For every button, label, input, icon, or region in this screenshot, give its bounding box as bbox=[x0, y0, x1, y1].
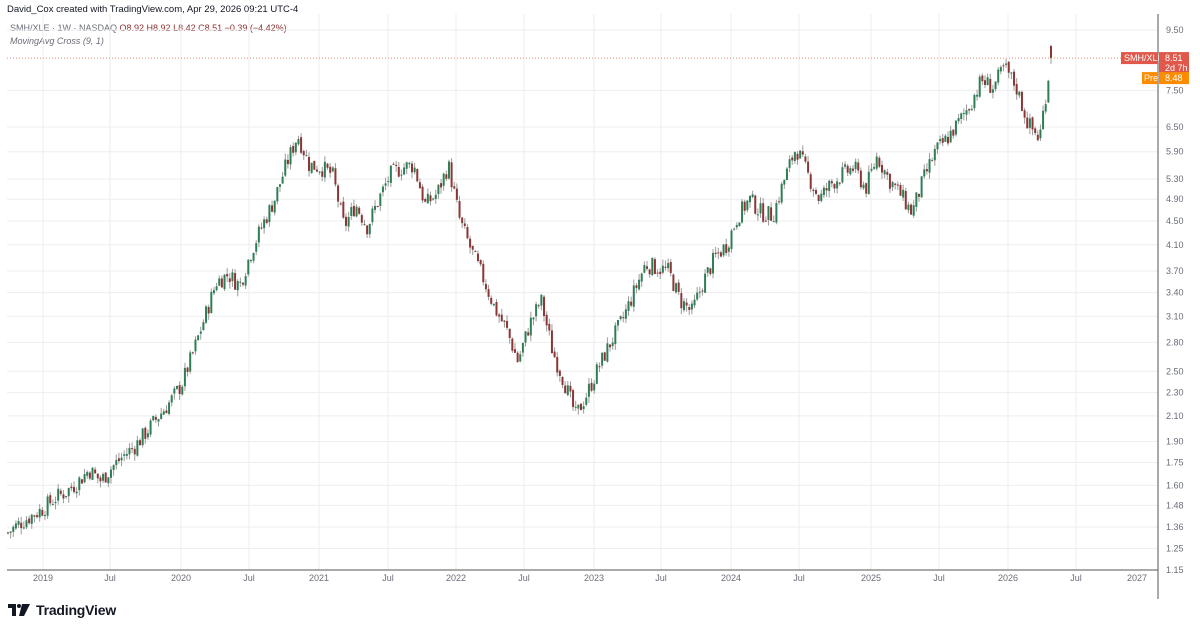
time-tick-label: 2020 bbox=[171, 573, 191, 583]
price-tick-label: 3.40 bbox=[1166, 288, 1184, 298]
price-tick-label: 5.90 bbox=[1166, 147, 1184, 157]
price-tick-label: 5.30 bbox=[1166, 174, 1184, 184]
symbol-tag bbox=[1121, 52, 1158, 65]
price-tick-label: 1.25 bbox=[1166, 544, 1184, 554]
time-tick-label: 2027 bbox=[1127, 573, 1147, 583]
time-axis[interactable]: 2019 Jul 2020 Jul 2021 Jul 2022 Jul 2023 Jul 2024 J… bbox=[33, 573, 1147, 583]
tradingview-brand: TradingView bbox=[36, 602, 117, 618]
price-tick-label: 4.10 bbox=[1166, 240, 1184, 250]
symbol-legend[interactable]: SMH/XLE · 1W · NASDAQ O8.92 H8.92 L8.42 … bbox=[10, 22, 287, 35]
price-tick-label: 1.75 bbox=[1166, 458, 1184, 468]
price-tick-label: 1.48 bbox=[1166, 500, 1184, 510]
time-tick-label: Jul bbox=[793, 573, 805, 583]
candlestick-series bbox=[7, 44, 1052, 539]
price-tick-label: 4.90 bbox=[1166, 194, 1184, 204]
price-tick-label: 1.15 bbox=[1166, 565, 1184, 575]
time-tick-label: 2025 bbox=[861, 573, 881, 583]
price-tick-label: 7.50 bbox=[1166, 85, 1184, 95]
price-tick-label: 1.90 bbox=[1166, 436, 1184, 446]
chart-legend: SMH/XLE · 1W · NASDAQ O8.92 H8.92 L8.42 … bbox=[10, 22, 287, 48]
time-tick-label: Jul bbox=[518, 573, 530, 583]
time-tick-label: Jul bbox=[243, 573, 255, 583]
time-tick-label: 2019 bbox=[33, 573, 53, 583]
price-tick-label: 2.50 bbox=[1166, 366, 1184, 376]
price-tick-label: 1.60 bbox=[1166, 480, 1184, 490]
time-tick-label: Jul bbox=[1070, 573, 1082, 583]
svg-text:SMH/XLE: SMH/XLE bbox=[1124, 53, 1164, 63]
price-chart[interactable]: 9.50 7.50 6.50 5.90 5.30 4.90 4.50 4.10 3.70 3.40… bbox=[0, 14, 1200, 599]
price-tick-label: 3.70 bbox=[1166, 266, 1184, 276]
symbol-line: SMH/XLE · 1W · NASDAQ bbox=[10, 23, 118, 33]
premarket-price-tag bbox=[1159, 72, 1189, 85]
ohlc-values: O8.92 H8.92 L8.42 C8.51 −0.39 (−4.42%) bbox=[119, 23, 287, 33]
time-tick-label: Jul bbox=[382, 573, 394, 583]
price-tick-label: 3.10 bbox=[1166, 311, 1184, 321]
price-axis[interactable]: 9.50 7.50 6.50 5.90 5.30 4.90 4.50 4.10 3.70 3.40… bbox=[1166, 25, 1184, 575]
svg-text:8.48: 8.48 bbox=[1165, 73, 1183, 83]
time-tick-label: 2023 bbox=[584, 573, 604, 583]
price-tick-label: 1.36 bbox=[1166, 522, 1184, 532]
time-tick-label: 2024 bbox=[721, 573, 741, 583]
svg-text:2d 7h: 2d 7h bbox=[1165, 63, 1188, 73]
chart-grid bbox=[7, 14, 1158, 570]
premarket-label-tag bbox=[1142, 72, 1158, 85]
time-tick-label: Jul bbox=[104, 573, 116, 583]
indicator-legend[interactable]: MovingAvg Cross (9, 1) bbox=[10, 36, 104, 46]
time-tick-label: Jul bbox=[655, 573, 667, 583]
time-tick-label: Jul bbox=[933, 573, 945, 583]
price-tick-label: 6.50 bbox=[1166, 122, 1184, 132]
price-tick-label: 2.80 bbox=[1166, 337, 1184, 347]
svg-text:Pre: Pre bbox=[1144, 73, 1158, 83]
price-tick-label: 2.10 bbox=[1166, 411, 1184, 421]
tradingview-logo-icon bbox=[8, 604, 30, 616]
price-tick-label: 2.30 bbox=[1166, 388, 1184, 398]
time-tick-label: 2021 bbox=[309, 573, 329, 583]
last-price-tag bbox=[1159, 52, 1189, 75]
time-tick-label: 2026 bbox=[998, 573, 1018, 583]
time-tick-label: 2022 bbox=[446, 573, 466, 583]
svg-text:8.51: 8.51 bbox=[1165, 53, 1183, 63]
chart-credit: David_Cox created with TradingView.com, … bbox=[7, 4, 299, 15]
tradingview-logo[interactable]: TradingView bbox=[8, 602, 116, 618]
price-tick-label: 9.50 bbox=[1166, 25, 1184, 35]
price-tick-label: 4.50 bbox=[1166, 216, 1184, 226]
